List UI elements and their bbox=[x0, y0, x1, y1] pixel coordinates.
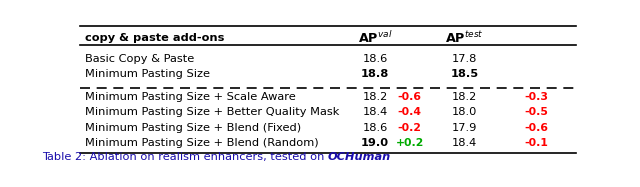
Text: 17.8: 17.8 bbox=[452, 54, 477, 64]
Text: 17.9: 17.9 bbox=[452, 122, 477, 133]
Text: Minimum Pasting Size: Minimum Pasting Size bbox=[85, 69, 210, 79]
Text: Minimum Pasting Size + Better Quality Mask: Minimum Pasting Size + Better Quality Ma… bbox=[85, 108, 339, 117]
Text: 18.2: 18.2 bbox=[452, 92, 477, 102]
Text: -0.4: -0.4 bbox=[398, 108, 422, 117]
Text: 18.0: 18.0 bbox=[452, 108, 477, 117]
Text: 18.4: 18.4 bbox=[362, 108, 388, 117]
Text: 18.8: 18.8 bbox=[361, 69, 389, 79]
Text: -0.6: -0.6 bbox=[524, 122, 548, 133]
Text: 18.6: 18.6 bbox=[362, 54, 388, 64]
Text: -0.6: -0.6 bbox=[398, 92, 422, 102]
Text: -0.2: -0.2 bbox=[398, 122, 422, 133]
Text: $\mathbf{AP}^{\mathit{test}}$: $\mathbf{AP}^{\mathit{test}}$ bbox=[445, 30, 484, 45]
Text: copy & paste add-ons: copy & paste add-ons bbox=[85, 33, 225, 43]
Text: OCHuman: OCHuman bbox=[328, 152, 391, 162]
Text: 18.6: 18.6 bbox=[362, 122, 388, 133]
Text: -0.1: -0.1 bbox=[524, 138, 548, 148]
Text: 19.0: 19.0 bbox=[361, 138, 389, 148]
Text: Basic Copy & Paste: Basic Copy & Paste bbox=[85, 54, 194, 64]
Text: 18.2: 18.2 bbox=[362, 92, 388, 102]
Text: Minimum Pasting Size + Blend (Random): Minimum Pasting Size + Blend (Random) bbox=[85, 138, 319, 148]
Text: Table 2: Ablation on realism enhancers, tested on: Table 2: Ablation on realism enhancers, … bbox=[42, 152, 328, 162]
Text: 18.5: 18.5 bbox=[451, 69, 479, 79]
Text: $\mathbf{AP}^{\mathit{val}}$: $\mathbf{AP}^{\mathit{val}}$ bbox=[358, 30, 392, 45]
Text: +0.2: +0.2 bbox=[396, 138, 424, 148]
Text: -0.3: -0.3 bbox=[524, 92, 548, 102]
Text: Minimum Pasting Size + Blend (Fixed): Minimum Pasting Size + Blend (Fixed) bbox=[85, 122, 301, 133]
Text: Minimum Pasting Size + Scale Aware: Minimum Pasting Size + Scale Aware bbox=[85, 92, 296, 102]
Text: -0.5: -0.5 bbox=[524, 108, 548, 117]
Text: 18.4: 18.4 bbox=[452, 138, 477, 148]
